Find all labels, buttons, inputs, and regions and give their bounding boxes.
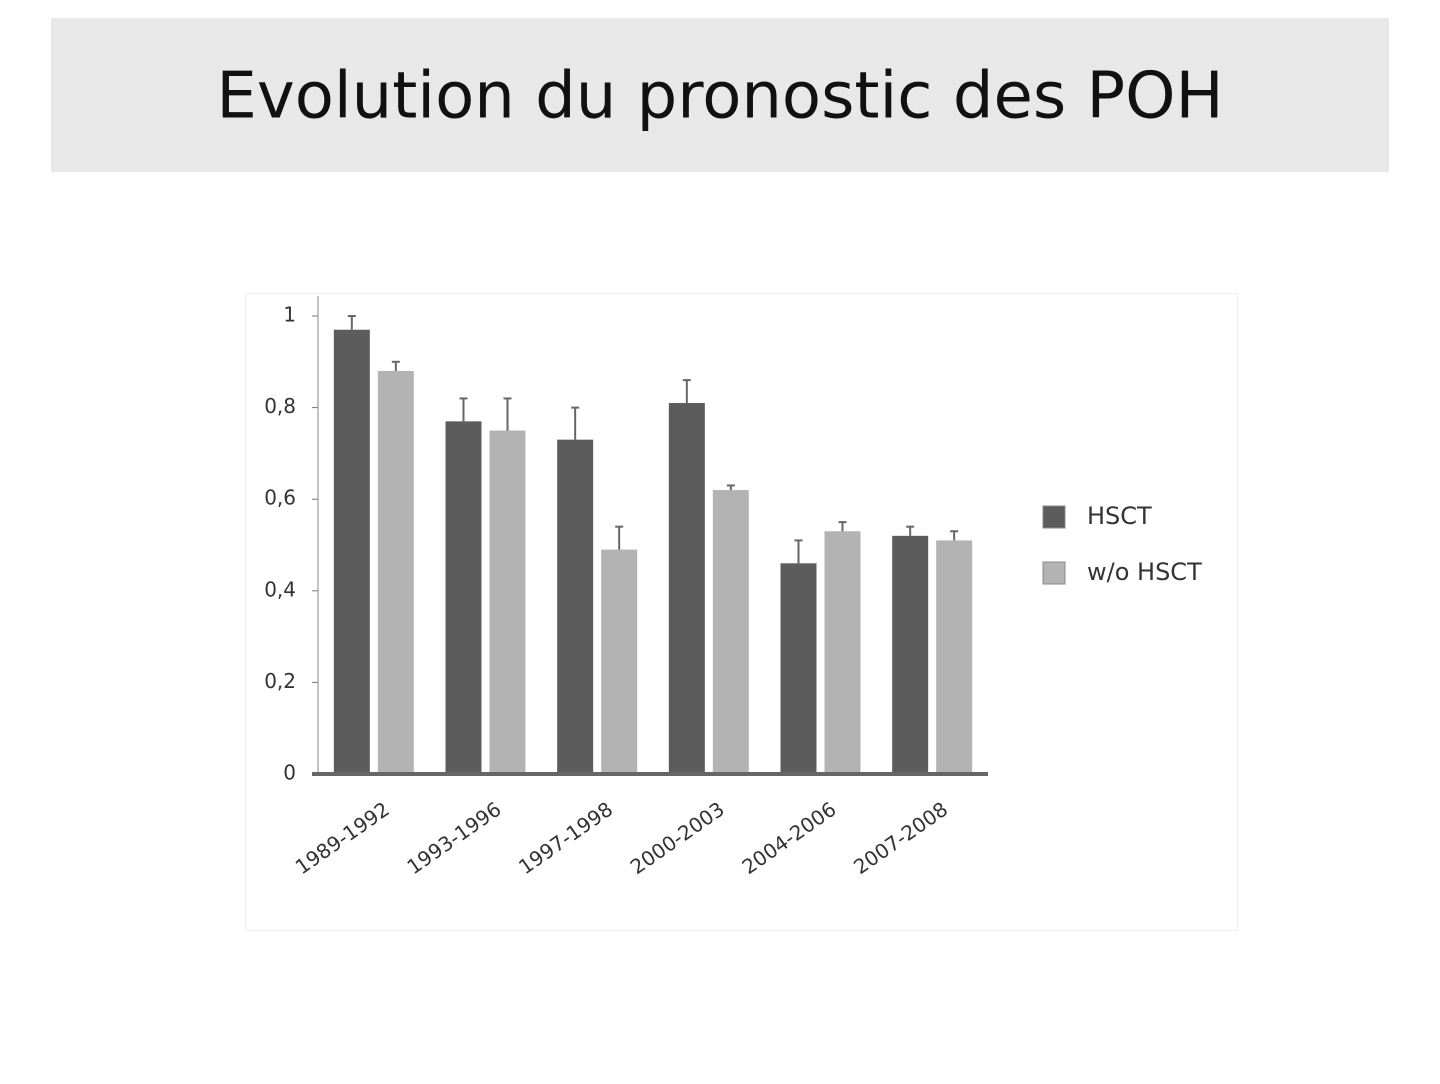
- bar: [557, 439, 594, 774]
- y-tick-label: 0,2: [264, 669, 296, 693]
- legend-label: w/o HSCT: [1087, 558, 1202, 586]
- bar: [489, 430, 526, 774]
- bar: [780, 563, 817, 774]
- y-tick-label: 0,8: [264, 394, 296, 418]
- slide-title: Evolution du pronostic des POH: [216, 60, 1223, 134]
- legend-swatch: [1042, 561, 1066, 585]
- legend-swatch: [1042, 505, 1066, 529]
- legend-label: HSCT: [1087, 502, 1152, 530]
- bar: [824, 531, 861, 774]
- bar: [333, 329, 370, 774]
- bar: [936, 540, 973, 774]
- bar: [445, 421, 482, 774]
- y-tick-label: 0,4: [264, 577, 296, 601]
- bar: [668, 403, 705, 774]
- y-tick-label: 0,6: [264, 486, 296, 510]
- bar: [712, 490, 749, 774]
- bar: [601, 549, 638, 774]
- bar: [377, 370, 414, 774]
- y-tick-label: 1: [283, 303, 296, 327]
- title-banner: [51, 18, 1389, 172]
- y-tick-label: 0: [283, 761, 296, 785]
- bar: [892, 535, 929, 774]
